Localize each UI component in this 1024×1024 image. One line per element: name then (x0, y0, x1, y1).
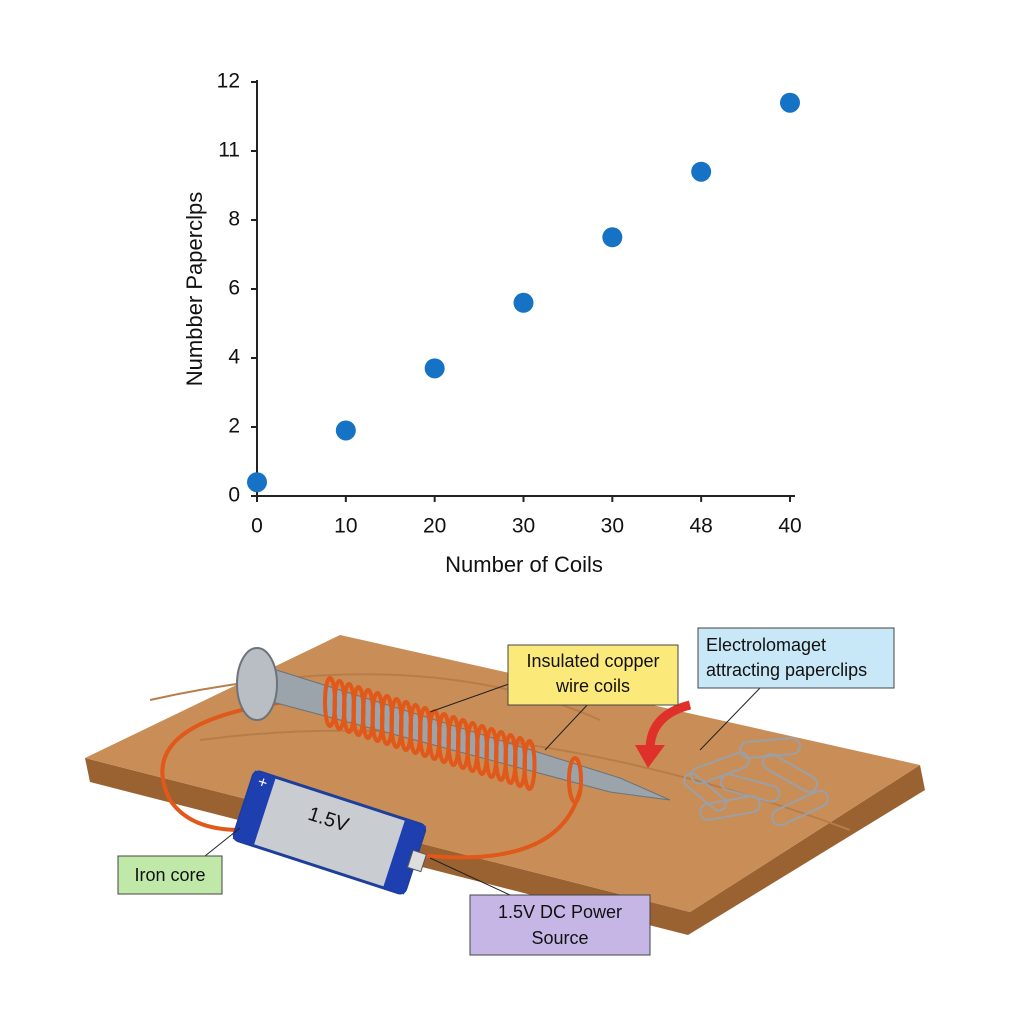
point (780, 92, 800, 113)
point (424, 358, 445, 379)
illustration: 1.5V + Insulated copper wire coils Elect… (85, 627, 925, 956)
y-tick-label: 6 (228, 277, 240, 300)
y-tick-label: 4 (228, 346, 240, 369)
leader (544, 701, 591, 751)
x-tick-label: 10 (334, 515, 357, 538)
arrow-head (635, 745, 665, 768)
magnet-label: Electrolomaget (706, 635, 826, 655)
leader (429, 679, 521, 713)
y-tick-label: 2 (228, 415, 240, 438)
coil (323, 676, 583, 804)
x-tick-label: 48 (689, 515, 712, 538)
leader (699, 687, 761, 751)
x-tick-label: 40 (778, 515, 801, 538)
y-tick-label: 0 (228, 484, 240, 507)
coil-turn (522, 739, 537, 791)
coil-label-box (507, 644, 679, 706)
x-axis-label: Number of Coils (445, 552, 603, 577)
coil-label: wire coils (555, 676, 630, 696)
magnet-label: attracting paperclips (706, 660, 867, 680)
x-tick-label: 0 (251, 515, 263, 538)
x-tick-label: 30 (512, 515, 535, 538)
coil-label: Insulated copper (526, 651, 659, 671)
core-label-box (117, 855, 223, 895)
wire (419, 789, 582, 860)
leader (199, 827, 241, 861)
point (513, 292, 534, 313)
power-label: Source (531, 928, 588, 948)
leader (429, 857, 511, 896)
wire (160, 698, 301, 832)
y-tick-label: 11 (218, 139, 240, 162)
y-axis-label: Numbber Paperclps (182, 192, 207, 386)
core-label: Iron core (134, 865, 205, 885)
magnet-label-box (697, 627, 895, 689)
y-tick-label: 8 (228, 208, 240, 231)
point (335, 420, 356, 441)
point (247, 472, 267, 493)
battery: 1.5V + (232, 770, 428, 895)
y-tick-label: 12 (217, 70, 240, 93)
arrow (645, 700, 692, 751)
power-label: 1.5V DC Power (498, 902, 622, 922)
paperclips (683, 737, 829, 827)
x-tick-label: 30 (601, 515, 624, 538)
point (691, 161, 712, 182)
power-label-box (469, 894, 651, 956)
point (602, 227, 623, 248)
x-tick-label: 20 (423, 515, 446, 538)
coil-turn (567, 756, 583, 804)
nail-head (236, 647, 278, 721)
